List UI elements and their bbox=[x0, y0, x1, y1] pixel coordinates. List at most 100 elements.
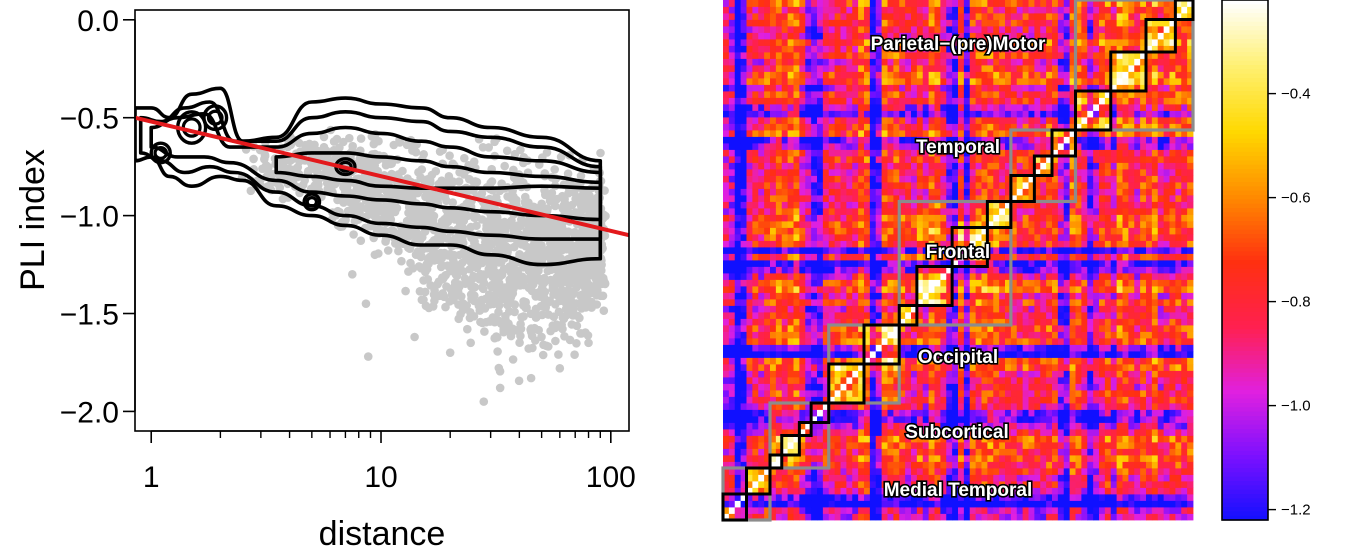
matrix-cell bbox=[905, 409, 912, 417]
matrix-cell bbox=[758, 500, 765, 508]
matrix-cell bbox=[781, 84, 789, 92]
matrix-cell bbox=[740, 195, 747, 202]
scatter-point bbox=[534, 325, 543, 335]
matrix-cell bbox=[764, 357, 771, 365]
matrix-cell bbox=[805, 357, 812, 365]
matrix-cell bbox=[817, 104, 824, 111]
matrix-cell bbox=[864, 273, 871, 280]
matrix-cell bbox=[781, 149, 789, 157]
scatter-point bbox=[440, 248, 449, 258]
matrix-cell bbox=[746, 312, 753, 319]
matrix-cell bbox=[828, 130, 836, 137]
matrix-cell bbox=[840, 58, 847, 66]
matrix-cell bbox=[805, 169, 812, 176]
matrix-cell bbox=[758, 0, 765, 7]
matrix-cell bbox=[887, 234, 894, 241]
matrix-cell bbox=[781, 422, 789, 430]
matrix-cell bbox=[822, 208, 830, 215]
matrix-cell bbox=[817, 266, 824, 274]
matrix-cell bbox=[887, 58, 894, 66]
matrix-cell bbox=[828, 26, 836, 33]
matrix-cell bbox=[787, 331, 794, 339]
matrix-cell bbox=[846, 247, 853, 254]
matrix-cell bbox=[922, 234, 930, 241]
matrix-cell bbox=[869, 507, 877, 514]
matrix-cell bbox=[916, 91, 924, 98]
matrix-cell bbox=[916, 175, 924, 183]
matrix-cell bbox=[822, 279, 830, 287]
matrix-cell bbox=[775, 351, 783, 358]
matrix-cell bbox=[875, 97, 883, 105]
scatter-point bbox=[319, 132, 329, 142]
matrix-cell bbox=[834, 338, 841, 345]
matrix-cell bbox=[723, 110, 730, 118]
matrix-cell bbox=[770, 234, 777, 241]
matrix-cell bbox=[934, 175, 941, 183]
matrix-cell bbox=[817, 455, 824, 462]
matrix-cell bbox=[852, 130, 859, 137]
matrix-cell bbox=[952, 208, 959, 215]
matrix-cell bbox=[928, 188, 935, 196]
matrix-cell bbox=[805, 58, 812, 66]
matrix-cell bbox=[934, 58, 941, 66]
matrix-cell bbox=[846, 221, 853, 228]
matrix-cell bbox=[728, 448, 736, 456]
matrix-cell bbox=[881, 286, 888, 293]
matrix-cell bbox=[869, 13, 877, 20]
matrix-cell bbox=[817, 435, 824, 443]
matrix-cell bbox=[846, 429, 853, 436]
matrix-cell bbox=[875, 110, 883, 118]
matrix-cell bbox=[940, 182, 947, 189]
matrix-cell bbox=[852, 39, 859, 46]
matrix-cell bbox=[881, 6, 888, 14]
matrix-cell bbox=[858, 195, 865, 202]
matrix-cell bbox=[940, 273, 947, 280]
matrix-cell bbox=[775, 513, 783, 521]
matrix-cell bbox=[764, 214, 771, 222]
matrix-cell bbox=[822, 195, 830, 202]
matrix-cell bbox=[811, 253, 818, 261]
matrix-cell bbox=[817, 377, 824, 384]
matrix-cell bbox=[781, 416, 789, 423]
matrix-cell bbox=[922, 208, 930, 215]
matrix-cell bbox=[746, 331, 753, 339]
matrix-cell bbox=[752, 507, 759, 514]
matrix-cell bbox=[893, 461, 900, 469]
scatter-point bbox=[345, 133, 354, 143]
matrix-cell bbox=[770, 19, 777, 27]
matrix-cell bbox=[869, 286, 877, 293]
matrix-cell bbox=[746, 273, 753, 280]
matrix-cell bbox=[740, 65, 747, 72]
matrix-cell bbox=[940, 78, 947, 85]
matrix-cell bbox=[799, 221, 806, 228]
matrix-cell bbox=[752, 214, 759, 222]
matrix-cell bbox=[858, 227, 865, 235]
matrix-cell bbox=[758, 474, 765, 482]
matrix-cell bbox=[775, 279, 783, 287]
matrix-cell bbox=[928, 104, 935, 111]
matrix-cell bbox=[911, 247, 918, 254]
matrix-cell bbox=[864, 305, 871, 313]
matrix-cell bbox=[864, 117, 871, 124]
matrix-cell bbox=[758, 318, 765, 326]
matrix-cell bbox=[787, 110, 794, 118]
scatter-point bbox=[434, 277, 444, 287]
matrix-cell bbox=[781, 513, 789, 521]
matrix-cell bbox=[817, 273, 824, 280]
scatter-point bbox=[469, 177, 478, 186]
matrix-cell bbox=[834, 513, 841, 521]
matrix-cell bbox=[752, 377, 759, 384]
matrix-cell bbox=[787, 279, 794, 287]
matrix-cell bbox=[922, 58, 930, 66]
matrix-cell bbox=[911, 500, 918, 508]
matrix-cell bbox=[805, 494, 812, 501]
matrix-cell bbox=[740, 416, 747, 423]
matrix-cell bbox=[958, 507, 965, 514]
matrix-cell bbox=[858, 71, 865, 79]
matrix-cell bbox=[922, 370, 930, 378]
scatter-point bbox=[500, 283, 510, 292]
matrix-cell bbox=[881, 468, 888, 475]
matrix-cell bbox=[746, 390, 753, 397]
matrix-cell bbox=[822, 221, 830, 228]
matrix-cell bbox=[846, 461, 853, 469]
